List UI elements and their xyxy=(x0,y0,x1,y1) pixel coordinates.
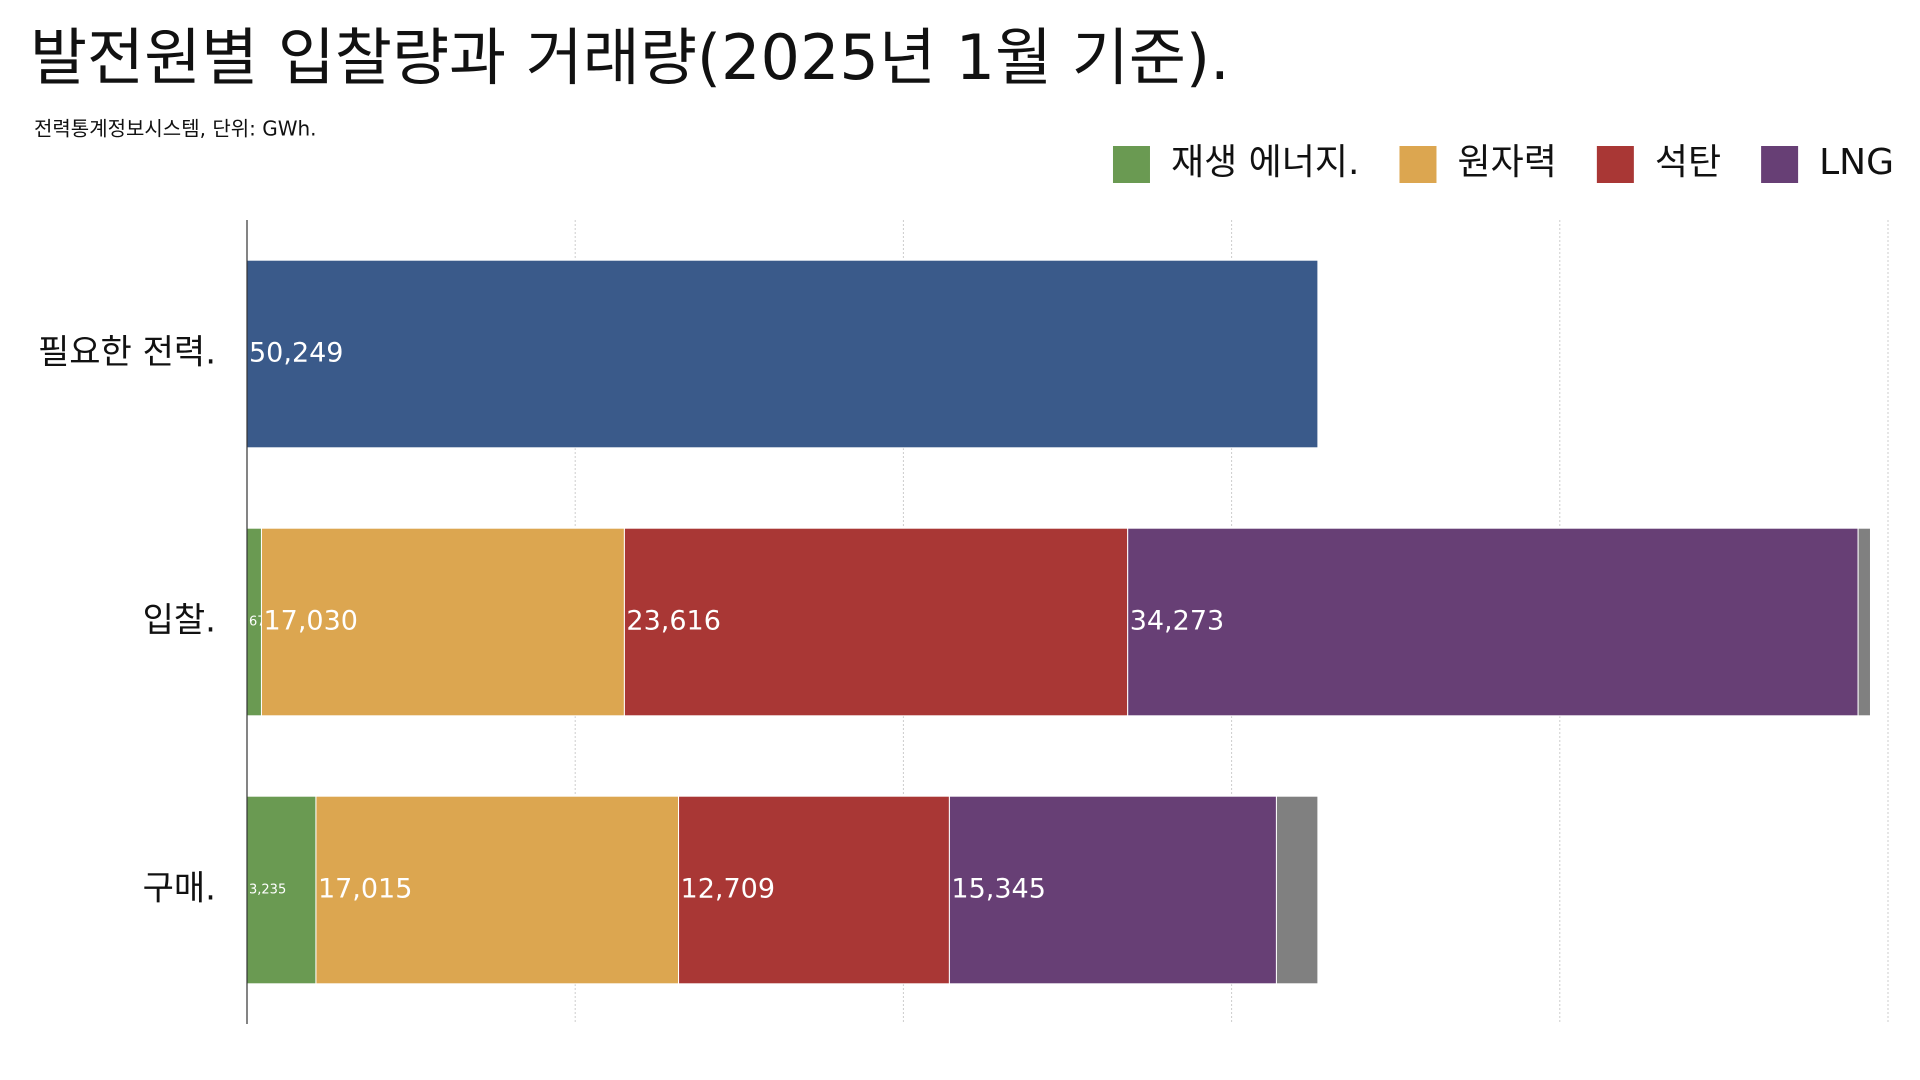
data-label: 17,015 xyxy=(318,874,412,905)
data-label: 12,709 xyxy=(681,874,775,905)
chart-subtitle: 전력통계정보시스템, 단위: GWh. xyxy=(34,117,317,141)
bar-segment xyxy=(678,795,950,985)
bar-segment xyxy=(1857,527,1871,717)
legend-swatch xyxy=(1596,146,1634,183)
bar-segment xyxy=(948,795,1277,985)
legend-label: 석탄 xyxy=(1655,142,1721,183)
bar-segment xyxy=(1275,795,1319,985)
bar-segment xyxy=(315,795,680,985)
legend-label: 원자력 xyxy=(1457,142,1556,183)
bar-segment xyxy=(1127,527,1859,717)
data-label: 50,249 xyxy=(249,338,343,369)
data-label: 23,616 xyxy=(626,606,720,637)
data-label: 34,273 xyxy=(1130,606,1224,637)
bar-segment xyxy=(623,527,1129,717)
legend-label: 재생 에너지. xyxy=(1171,142,1360,183)
legend-swatch xyxy=(1399,146,1437,183)
legend-label: LNG xyxy=(1819,142,1894,183)
y-tick-label: 구매. xyxy=(143,869,216,909)
data-label: 15,345 xyxy=(951,874,1045,905)
chart-title: 발전원별 입찰량과 거래량(2025년 1월 기준). xyxy=(30,21,1230,94)
legend-swatch xyxy=(1112,146,1150,183)
y-tick-label: 입찰. xyxy=(143,601,216,641)
legend-swatch xyxy=(1761,146,1799,183)
y-tick-label: 필요한 전력. xyxy=(38,333,216,373)
bar-segment xyxy=(260,527,625,717)
bar-segment xyxy=(246,259,1319,449)
data-label: 3,235 xyxy=(249,883,286,898)
data-label: 17,030 xyxy=(263,606,357,637)
